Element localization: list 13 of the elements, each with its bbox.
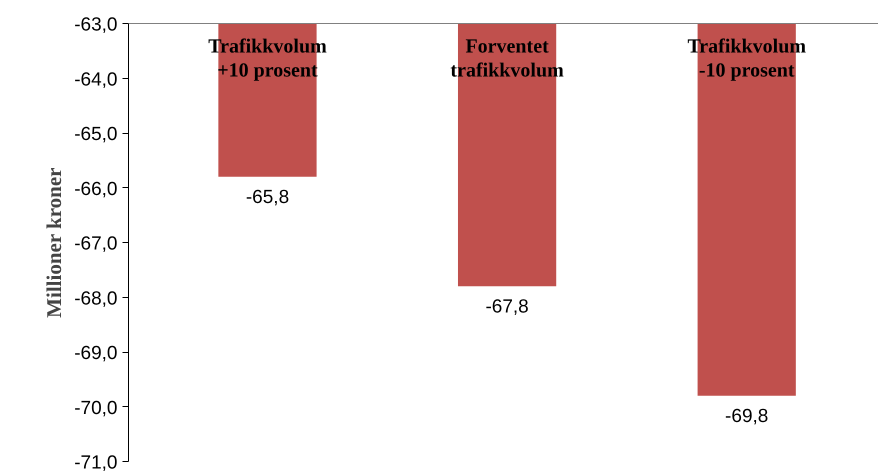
data-label: -67,8 <box>485 296 529 318</box>
y-axis-title: Millioner kroner <box>42 168 66 318</box>
data-label: -65,8 <box>246 186 290 208</box>
y-tick-label: -70,0 <box>74 398 118 419</box>
y-tick-label: -64,0 <box>74 69 118 90</box>
data-label: -69,8 <box>725 406 768 427</box>
y-tick-label: -66,0 <box>74 178 118 200</box>
y-tick-label: -63,0 <box>74 14 118 36</box>
y-tick-label: -65,0 <box>74 124 118 145</box>
y-tick-label: -69,0 <box>74 343 118 364</box>
y-tick-label: -67,0 <box>74 234 118 254</box>
y-tick-label: -71,0 <box>74 452 118 473</box>
y-tick-label: -68,0 <box>74 288 118 310</box>
